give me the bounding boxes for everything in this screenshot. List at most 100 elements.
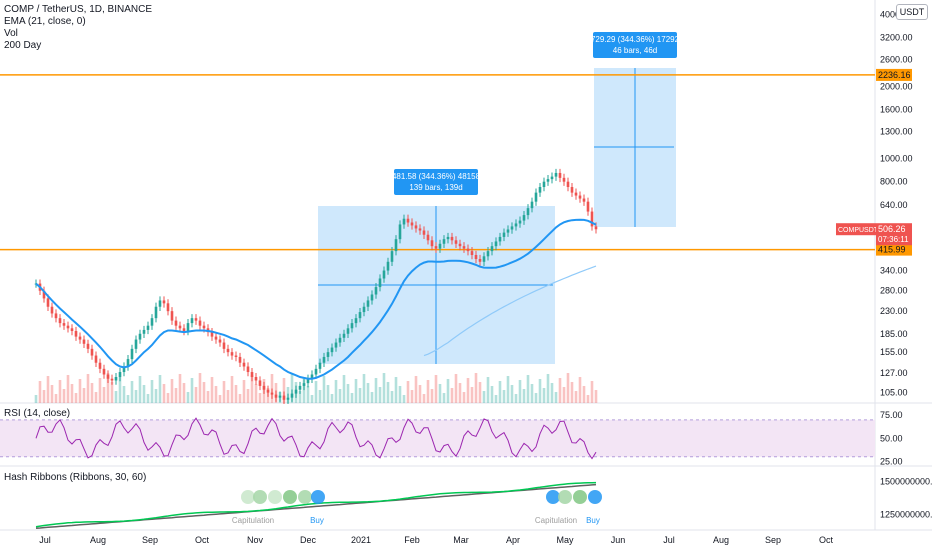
volume-bar-134 — [570, 382, 574, 403]
volume-bar-78 — [346, 384, 350, 403]
horizontal-line-label-bg-1 — [876, 243, 912, 256]
measure-2-label-bg — [593, 32, 677, 58]
rsi-pane-label[interactable]: RSI (14, close) — [4, 408, 71, 419]
time-tick-6: 2021 — [351, 535, 371, 545]
candle-body-133 — [566, 181, 570, 188]
measure-2-label-line1: 1729.29 (344.36%) 172929 — [587, 35, 685, 44]
candle-body-99 — [430, 240, 434, 247]
candle-body-118 — [506, 229, 510, 233]
candle-body-92 — [402, 218, 406, 225]
volume-bar-75 — [334, 380, 338, 403]
volume-bar-52 — [242, 380, 246, 403]
volume-bar-112 — [482, 391, 486, 403]
volume-bar-18 — [106, 373, 110, 403]
volume-bar-47 — [222, 381, 226, 403]
volume-bar-44 — [210, 377, 214, 403]
volume-bar-76 — [338, 389, 342, 403]
volume-bar-48 — [226, 390, 230, 403]
time-tick-2: Sep — [142, 535, 158, 545]
candle-body-98 — [426, 234, 430, 241]
currency-button[interactable]: USDT — [896, 4, 928, 20]
volume-bar-85 — [374, 378, 378, 403]
time-tick-10: May — [556, 535, 574, 545]
ema-indicator-label[interactable]: EMA (21, close, 0) — [4, 16, 86, 27]
candle-body-65 — [294, 389, 298, 394]
volume-bar-36 — [178, 374, 182, 403]
hash-pane-label[interactable]: Hash Ribbons (Ribbons, 30, 60) — [4, 472, 147, 483]
volume-bar-61 — [278, 392, 282, 403]
volume-bar-30 — [154, 389, 158, 403]
measure-1-label-line1: 481.58 (344.36%) 48158 — [392, 172, 481, 181]
candle-body-116 — [498, 236, 502, 242]
ma200-indicator-label[interactable]: 200 Day — [4, 40, 42, 51]
volume-bar-120 — [514, 394, 518, 403]
time-tick-13: Aug — [713, 535, 729, 545]
volume-bar-41 — [198, 373, 202, 403]
measure-1-label-line2: 139 bars, 139d — [409, 183, 462, 192]
candle-body-42 — [202, 325, 206, 329]
candle-body-66 — [298, 385, 302, 390]
last-price: 506.26 — [878, 224, 906, 234]
rsi-band — [0, 419, 875, 457]
candle-body-75 — [334, 342, 338, 348]
candle-body-135 — [574, 192, 578, 196]
candle-body-45 — [214, 336, 218, 340]
volume-bar-102 — [442, 393, 446, 403]
candle-body-14 — [90, 348, 94, 356]
candle-body-139 — [590, 211, 594, 227]
volume-bar-105 — [454, 374, 458, 403]
candle-body-62 — [282, 395, 286, 400]
volume-bar-108 — [466, 378, 470, 403]
volume-bar-87 — [382, 373, 386, 403]
horizontal-line-label-bg-0 — [876, 68, 912, 81]
candle-body-51 — [238, 356, 242, 363]
hash-signal-dot-1 — [253, 490, 267, 504]
rsi-tick-0: 75.00 — [880, 410, 903, 420]
candle-body-9 — [70, 328, 74, 332]
volume-bar-23 — [126, 395, 130, 403]
candle-body-5 — [54, 313, 58, 319]
time-tick-12: Jul — [663, 535, 675, 545]
price-tick-17: 105.00 — [880, 388, 908, 398]
volume-indicator-label[interactable]: Vol — [4, 28, 18, 39]
volume-bar-74 — [330, 394, 334, 403]
volume-bar-12 — [82, 388, 86, 403]
hash-signal-dot-4 — [298, 490, 312, 504]
candle-body-27 — [142, 329, 146, 334]
candle-body-53 — [246, 366, 250, 373]
symbol-label: COMPUSDT — [838, 227, 879, 234]
candle-body-117 — [502, 232, 506, 237]
volume-bar-3 — [46, 376, 50, 403]
candle-body-101 — [438, 243, 442, 249]
volume-bar-6 — [58, 380, 62, 403]
symbol-title[interactable]: COMP / TetherUS, 1D, BINANCE — [4, 4, 153, 15]
rsi-tick-1: 50.00 — [880, 433, 903, 443]
volume-bar-53 — [246, 389, 250, 403]
candle-body-108 — [466, 248, 470, 252]
price-tick-15: 155.00 — [880, 347, 908, 357]
candle-body-12 — [82, 339, 86, 344]
candle-body-128 — [546, 179, 550, 182]
volume-bar-128 — [546, 374, 550, 403]
candle-body-52 — [242, 362, 246, 367]
price-tick-5: 1300.00 — [880, 126, 913, 136]
price-tick-6: 1000.00 — [880, 154, 913, 164]
price-tick-8: 640.00 — [880, 200, 908, 210]
candle-body-83 — [366, 300, 370, 307]
candle-body-38 — [186, 323, 190, 332]
volume-bar-93 — [406, 381, 410, 403]
candle-body-107 — [462, 246, 466, 249]
price-tick-13: 230.00 — [880, 306, 908, 316]
volume-bar-69 — [310, 395, 314, 403]
volume-bar-82 — [362, 374, 366, 403]
candle-body-19 — [110, 378, 114, 381]
candle-body-78 — [346, 328, 350, 334]
volume-bar-95 — [414, 376, 418, 403]
candle-body-10 — [74, 331, 78, 337]
candle-body-59 — [270, 392, 274, 395]
candle-body-40 — [194, 318, 198, 321]
volume-bar-126 — [538, 379, 542, 403]
volume-bar-116 — [498, 381, 502, 403]
volume-bar-4 — [50, 385, 54, 403]
